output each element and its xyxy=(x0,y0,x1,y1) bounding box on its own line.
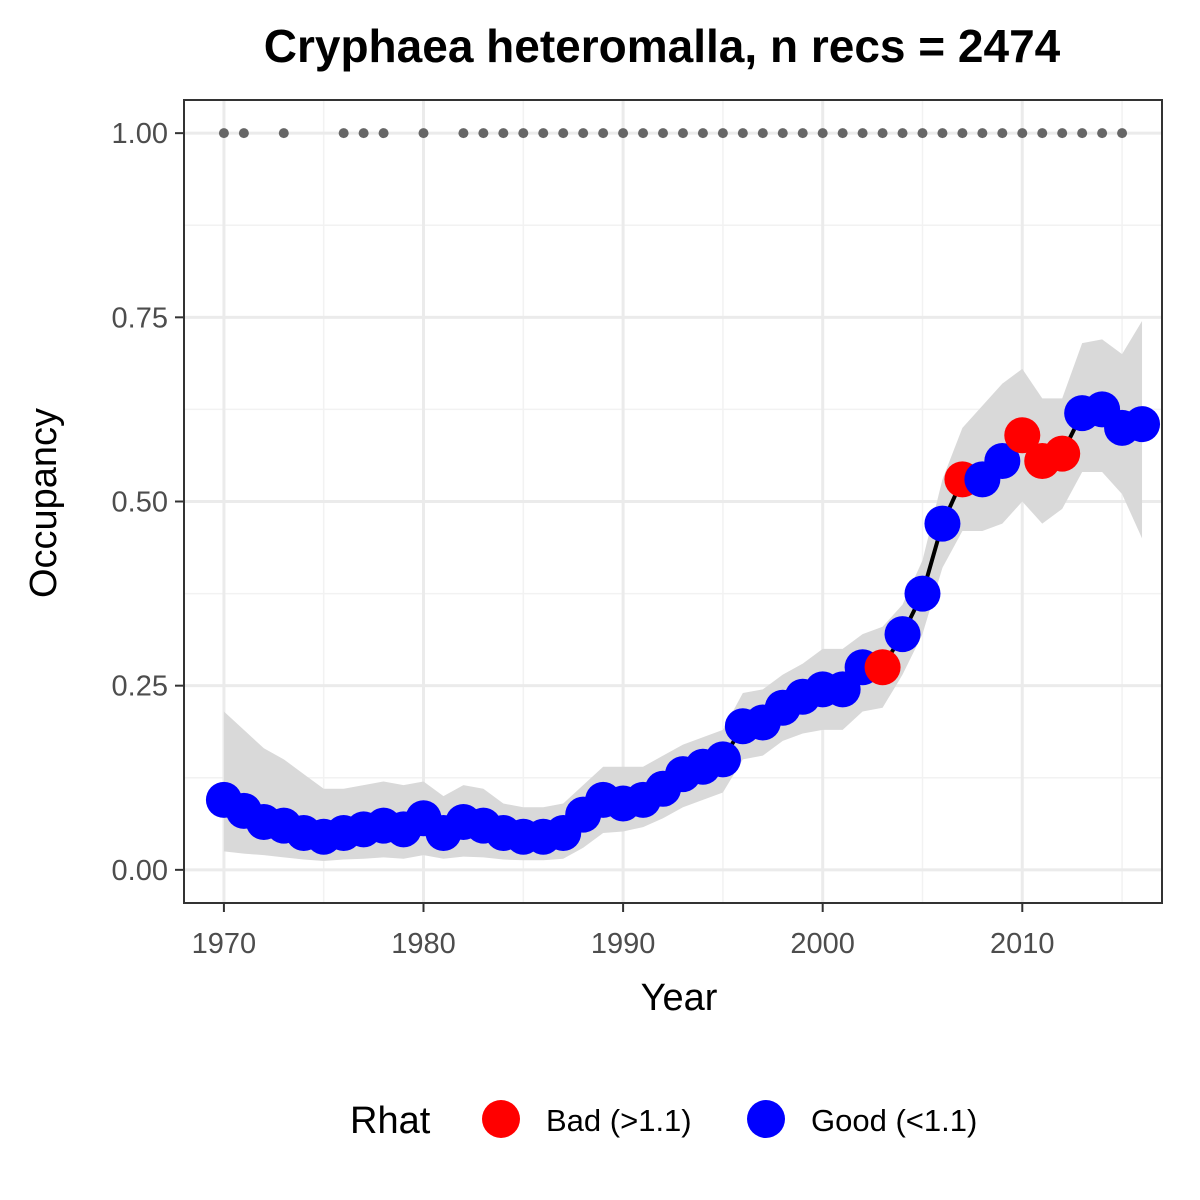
record-year-dot xyxy=(458,128,469,139)
record-year-dot xyxy=(877,128,888,139)
data-point-good xyxy=(884,616,921,653)
x-tick-label: 1990 xyxy=(591,928,656,960)
legend-title: Rhat xyxy=(350,1100,431,1142)
y-tick-label: 0.50 xyxy=(112,487,168,519)
record-year-dot xyxy=(418,128,429,139)
record-year-dot xyxy=(697,128,708,139)
record-year-dot xyxy=(1117,128,1128,139)
y-tick-label: 1.00 xyxy=(112,118,168,150)
record-year-dot xyxy=(558,128,569,139)
record-year-dot xyxy=(757,128,768,139)
y-axis-title: Occupancy xyxy=(23,408,65,598)
x-axis-title: Year xyxy=(641,977,718,1019)
legend: Rhat Bad (>1.1) Good (<1.1) xyxy=(350,1100,977,1142)
chart-title: Cryphaea heteromalla, n recs = 2474 xyxy=(264,20,1061,72)
record-year-dot xyxy=(1077,128,1088,139)
record-year-dot xyxy=(1097,128,1108,139)
record-year-dot xyxy=(677,128,688,139)
record-year-dot xyxy=(737,128,748,139)
record-year-dot xyxy=(618,128,629,139)
record-year-dot xyxy=(977,128,988,139)
y-tick-label: 0.75 xyxy=(112,302,168,334)
data-point-good xyxy=(984,442,1021,479)
y-tick-label: 0.25 xyxy=(112,671,168,703)
data-point-good xyxy=(704,741,741,778)
record-year-dot xyxy=(937,128,948,139)
record-year-dot xyxy=(997,128,1008,139)
data-point-bad xyxy=(1044,435,1081,472)
x-tick-label: 1980 xyxy=(391,928,456,960)
record-year-dot xyxy=(238,128,249,139)
record-year-dot xyxy=(218,128,229,139)
record-year-dot xyxy=(278,128,289,139)
axis-ticks: 1970 1980 1990 2000 2010 0.00 0.25 0.50 0.75 1.00 xyxy=(112,118,1055,960)
record-year-dot xyxy=(478,128,489,139)
credible-interval-layer xyxy=(223,321,1143,862)
x-tick-label: 2000 xyxy=(790,928,855,960)
data-point-bad xyxy=(1004,417,1041,454)
legend-label-bad: Bad (>1.1) xyxy=(546,1103,692,1138)
legend-swatch-good xyxy=(747,1100,785,1138)
record-year-dot xyxy=(378,128,389,139)
record-year-dot xyxy=(837,128,848,139)
record-year-dot xyxy=(338,128,349,139)
record-year-dot xyxy=(857,128,868,139)
record-year-dot xyxy=(538,128,549,139)
record-year-dot xyxy=(957,128,968,139)
record-year-dot xyxy=(1057,128,1068,139)
record-year-dot xyxy=(717,128,728,139)
record-year-dot xyxy=(897,128,908,139)
record-year-dot xyxy=(917,128,928,139)
data-point-good xyxy=(904,575,941,612)
x-tick-label: 2010 xyxy=(990,928,1055,960)
record-year-dot xyxy=(598,128,609,139)
data-point-good xyxy=(924,505,961,542)
x-tick-label: 1970 xyxy=(192,928,257,960)
record-year-dot xyxy=(658,128,669,139)
y-tick-label: 0.00 xyxy=(112,855,168,887)
legend-swatch-bad xyxy=(482,1100,520,1138)
record-year-dot xyxy=(638,128,649,139)
record-year-dot xyxy=(777,128,788,139)
record-year-dot xyxy=(358,128,369,139)
legend-label-good: Good (<1.1) xyxy=(811,1103,977,1138)
data-point-bad xyxy=(864,649,901,686)
records-layer xyxy=(218,128,1128,139)
record-year-dot xyxy=(518,128,529,139)
credible-interval-ribbon xyxy=(223,321,1143,862)
record-year-dot xyxy=(797,128,808,139)
record-year-dot xyxy=(1037,128,1048,139)
record-year-dot xyxy=(498,128,509,139)
data-point-good xyxy=(1124,406,1161,443)
points-layer xyxy=(205,391,1161,855)
record-year-dot xyxy=(817,128,828,139)
record-year-dot xyxy=(578,128,589,139)
record-year-dot xyxy=(1017,128,1028,139)
